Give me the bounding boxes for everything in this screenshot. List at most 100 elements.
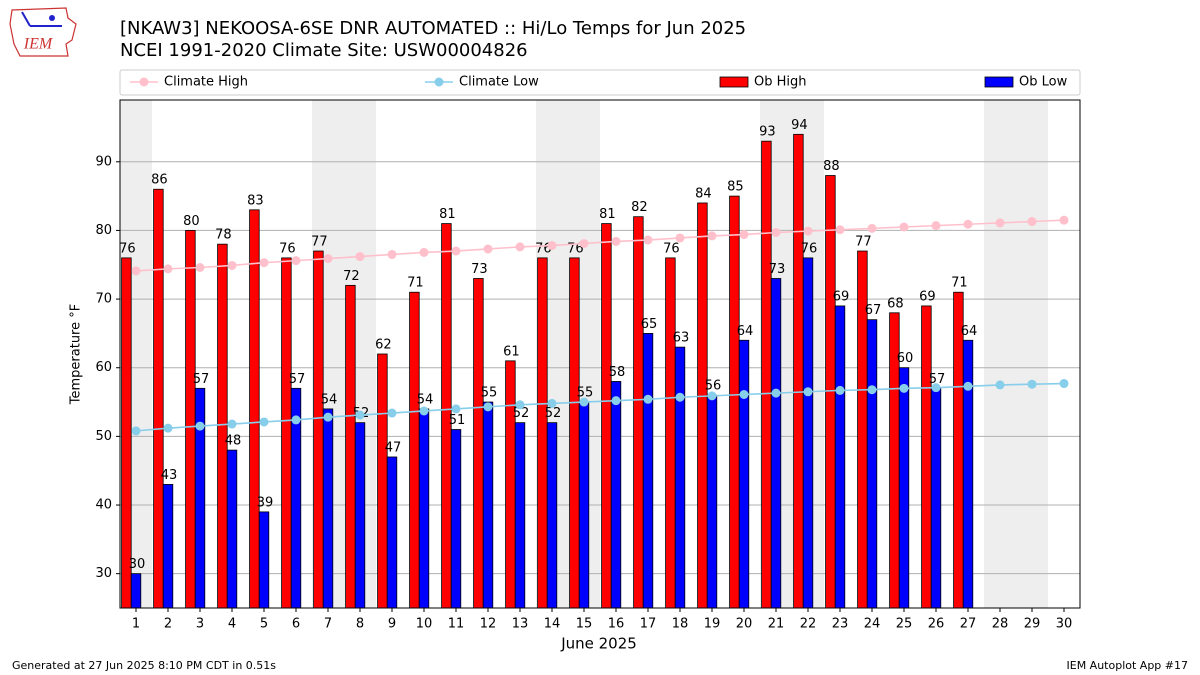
bar — [770, 278, 782, 609]
legend-box — [119, 69, 1081, 96]
weekend-band — [1016, 100, 1048, 608]
bar — [217, 243, 228, 609]
logo-text: IEM — [23, 36, 54, 53]
value-label: 47 — [385, 440, 402, 455]
y-tick-label: 60 — [95, 360, 112, 375]
climate-point — [515, 400, 525, 410]
value-label: 72 — [343, 269, 360, 284]
climate-point — [771, 388, 781, 398]
value-label: 76 — [801, 241, 818, 256]
x-tick-label: 19 — [704, 617, 721, 632]
climate-point — [387, 249, 397, 259]
weekend-band — [984, 100, 1016, 608]
x-axis-label: June 2025 — [560, 635, 637, 653]
climate-point — [547, 398, 557, 408]
climate-point — [931, 383, 941, 393]
climate-point — [675, 392, 685, 402]
value-label: 76 — [567, 241, 584, 256]
climate-point — [291, 256, 301, 266]
climate-point — [835, 385, 845, 395]
x-tick-label: 28 — [992, 617, 1009, 632]
climate-point — [899, 383, 909, 393]
value-label: 77 — [855, 235, 872, 250]
climate-point — [1027, 217, 1037, 227]
bar — [962, 339, 974, 609]
value-label: 71 — [407, 276, 424, 291]
value-label: 94 — [791, 118, 808, 133]
climate-point — [163, 423, 173, 433]
climate-point — [611, 396, 621, 406]
value-label: 73 — [471, 262, 488, 277]
value-label: 64 — [961, 324, 978, 339]
bar — [194, 387, 206, 609]
value-label: 60 — [897, 351, 914, 366]
x-tick-label: 6 — [292, 617, 300, 632]
bar — [706, 394, 718, 609]
bar — [610, 381, 622, 609]
bar — [953, 291, 964, 609]
value-label: 64 — [737, 324, 754, 339]
x-tick-label: 4 — [228, 617, 236, 632]
legend-label: Climate Low — [459, 75, 539, 90]
value-label: 76 — [663, 241, 680, 256]
bar — [674, 346, 686, 609]
bar — [921, 305, 932, 609]
climate-point — [419, 406, 429, 416]
x-tick-label: 12 — [480, 617, 497, 632]
climate-point — [643, 235, 653, 245]
bar — [569, 257, 580, 609]
bar — [377, 353, 388, 609]
bar — [738, 339, 750, 609]
y-tick-label: 40 — [95, 498, 112, 513]
bar — [546, 422, 558, 609]
chart-title: [NKAW3] NEKOOSA-6SE DNR AUTOMATED :: Hi/… — [120, 18, 746, 39]
climate-point — [963, 381, 973, 391]
climate-point — [803, 387, 813, 397]
value-label: 93 — [759, 125, 776, 140]
value-label: 69 — [833, 289, 850, 304]
climate-point — [483, 402, 493, 412]
x-tick-label: 17 — [640, 617, 657, 632]
legend-marker — [434, 77, 444, 87]
y-tick-label: 50 — [95, 429, 112, 444]
value-label: 56 — [705, 379, 722, 394]
x-tick-label: 2 — [164, 617, 172, 632]
logo: IEM — [9, 7, 77, 57]
x-tick-label: 22 — [800, 617, 817, 632]
climate-point — [579, 397, 589, 407]
climate-point — [579, 238, 589, 248]
bar — [249, 209, 260, 609]
value-label: 63 — [673, 331, 690, 346]
y-tick-label: 70 — [95, 292, 112, 307]
bar — [793, 133, 804, 609]
climate-point — [771, 227, 781, 237]
value-label: 71 — [951, 276, 968, 291]
climate-line — [135, 219, 1065, 272]
climate-point — [387, 408, 397, 418]
bar — [514, 422, 526, 609]
bar — [153, 188, 164, 609]
x-tick-label: 13 — [512, 617, 529, 632]
value-label: 52 — [513, 406, 530, 421]
footer-right: IEM Autoplot App #17 — [1067, 659, 1189, 672]
climate-point — [291, 415, 301, 425]
bar — [313, 250, 324, 609]
chart-subtitle: NCEI 1991-2020 Climate Site: USW00004826 — [120, 40, 528, 61]
value-label: 57 — [289, 372, 306, 387]
value-label: 76 — [119, 241, 136, 256]
climate-point — [323, 412, 333, 422]
x-tick-label: 5 — [260, 617, 268, 632]
climate-point — [547, 241, 557, 251]
climate-point — [163, 264, 173, 274]
value-label: 73 — [769, 262, 786, 277]
climate-point — [259, 258, 269, 268]
bar — [761, 140, 772, 609]
climate-point — [227, 419, 237, 429]
legend-marker — [139, 77, 149, 87]
x-tick-label: 15 — [576, 617, 593, 632]
bar — [729, 195, 740, 609]
value-label: 55 — [481, 386, 498, 401]
climate-point — [995, 380, 1005, 390]
bar — [354, 422, 366, 609]
